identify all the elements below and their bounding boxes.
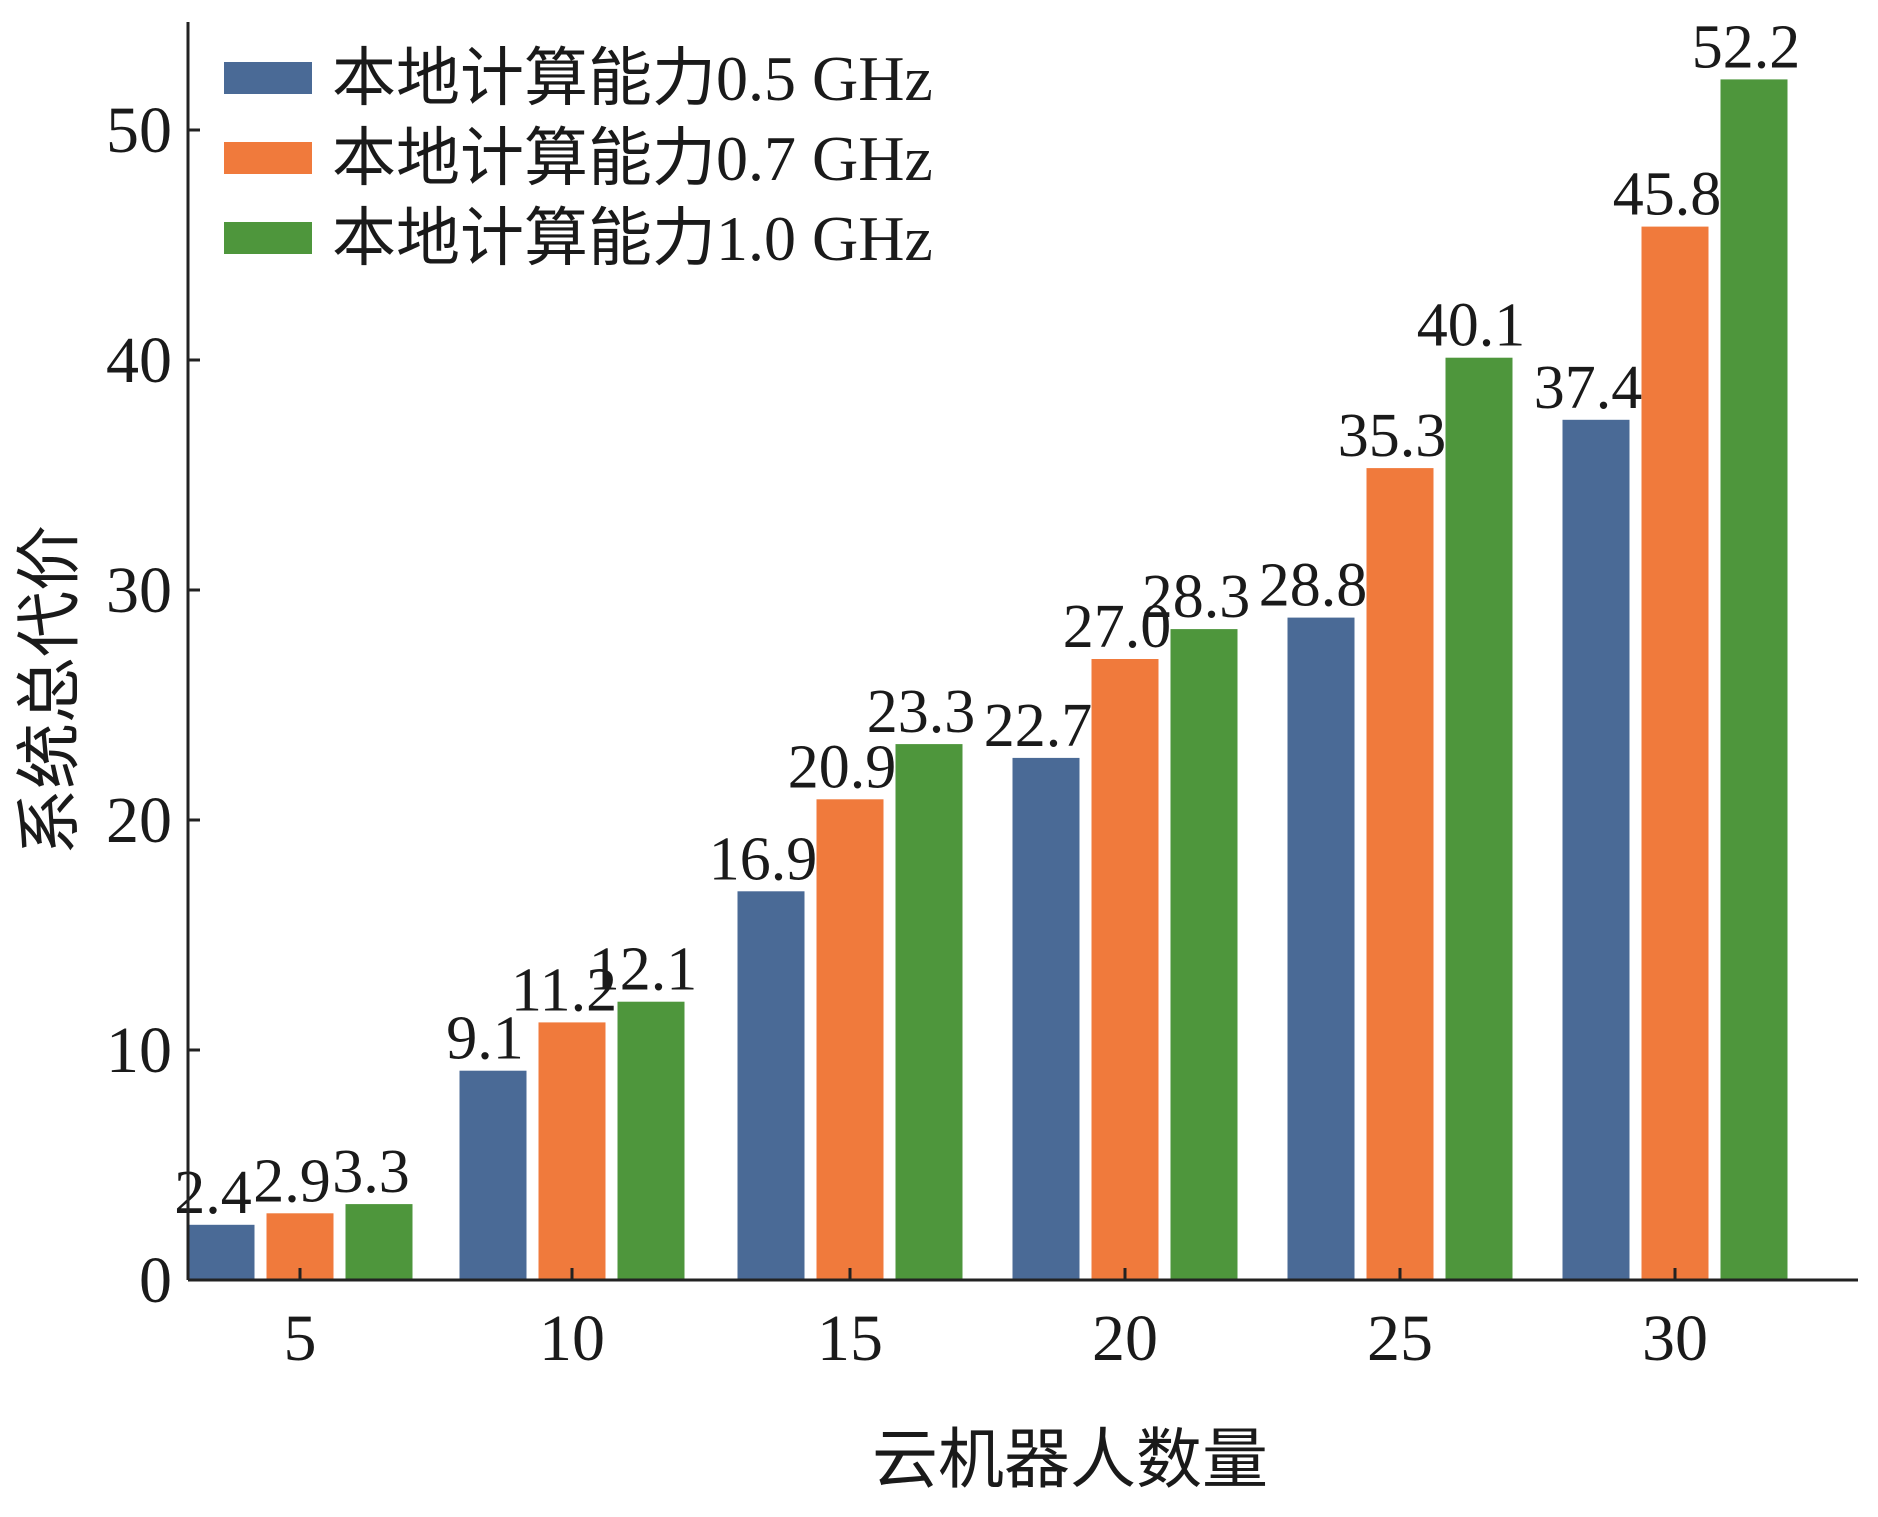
y-tick-label: 50	[106, 94, 172, 167]
bar-15-series-1	[737, 891, 805, 1280]
bar-20-series-3	[1170, 629, 1238, 1280]
bar-30-series-1	[1562, 419, 1630, 1280]
y-tick-label: 40	[106, 324, 172, 397]
legend-swatch	[224, 142, 312, 174]
bar-20-series-2	[1091, 659, 1159, 1280]
data-label: 3.3	[332, 1138, 410, 1206]
bar-15-series-3	[895, 744, 963, 1280]
x-axis-title: 云机器人数量	[872, 1424, 1268, 1497]
x-tick-label: 5	[284, 1302, 317, 1375]
data-label: 23.3	[867, 678, 976, 746]
legend-swatch	[224, 62, 312, 94]
x-tick-label: 25	[1367, 1302, 1433, 1375]
legend-label: 本地计算能力0.5 GHz	[332, 43, 933, 114]
bar-20-series-1	[1012, 757, 1080, 1280]
data-label: 27.0	[1063, 593, 1172, 661]
bar-25-series-2	[1366, 468, 1434, 1281]
data-label: 2.9	[253, 1147, 331, 1215]
bar-10-series-1	[459, 1070, 527, 1280]
bars-layer	[187, 79, 1788, 1281]
data-label: 40.1	[1417, 292, 1526, 360]
axes-layer	[186, 22, 1858, 1282]
bar-10-series-2	[538, 1022, 606, 1280]
data-label: 52.2	[1692, 13, 1801, 81]
x-tick-label: 30	[1642, 1302, 1708, 1375]
bar-10-series-3	[617, 1001, 685, 1280]
bar-25-series-3	[1445, 357, 1513, 1280]
x-tick-label: 20	[1092, 1302, 1158, 1375]
data-label: 12.1	[589, 936, 698, 1004]
y-tick-label: 20	[106, 784, 172, 857]
y-tick-label: 0	[139, 1244, 172, 1317]
data-label: 28.8	[1259, 552, 1368, 620]
legend: 本地计算能力0.5 GHz 本地计算能力0.7 GHz 本地计算能力1.0 GHz	[224, 43, 933, 274]
x-tick-label: 10	[539, 1302, 605, 1375]
data-label: 22.7	[984, 692, 1093, 760]
y-axis-title: 系统总代价	[14, 525, 87, 855]
bar-25-series-1	[1287, 617, 1355, 1280]
bar-30-series-2	[1641, 226, 1709, 1281]
data-labels-layer: 2.4 9.1 16.9 22.7 28.8 37.4 2.9 11.2 20.9 27.0 35.…	[174, 13, 1800, 1226]
data-label: 16.9	[709, 825, 818, 893]
legend-swatch	[224, 222, 312, 254]
data-label: 35.3	[1338, 402, 1447, 470]
data-label: 11.2	[511, 956, 617, 1024]
data-label: 28.3	[1142, 563, 1251, 631]
bar-30-series-3	[1720, 79, 1788, 1280]
data-label: 20.9	[788, 733, 897, 801]
y-ticks-layer: 0 10 20 30 40 50	[106, 94, 200, 1317]
bar-5-series-1	[187, 1224, 255, 1280]
y-tick-label: 10	[106, 1014, 172, 1087]
y-tick-label: 30	[106, 554, 172, 627]
x-tick-label: 15	[817, 1302, 883, 1375]
data-label: 45.8	[1613, 161, 1722, 229]
data-label: 9.1	[446, 1005, 524, 1073]
bar-15-series-2	[816, 799, 884, 1280]
x-ticks-layer: 5 10 15 20 25 30	[284, 1268, 1708, 1375]
data-label: 37.4	[1534, 354, 1643, 422]
data-label: 2.4	[174, 1159, 252, 1227]
bar-5-series-3	[345, 1204, 413, 1280]
legend-label: 本地计算能力1.0 GHz	[332, 203, 933, 274]
legend-label: 本地计算能力0.7 GHz	[332, 123, 933, 194]
